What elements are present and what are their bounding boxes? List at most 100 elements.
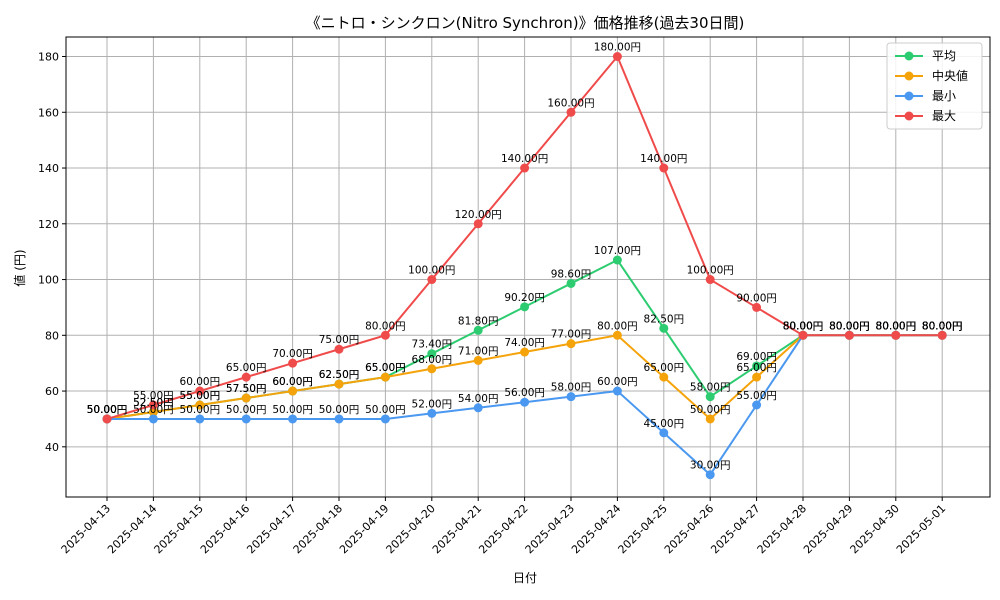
data-point-2: [473, 403, 483, 413]
data-point-3: [566, 107, 576, 117]
data-label-1: 77.00円: [551, 329, 592, 341]
data-label-0: 57.50円: [226, 383, 267, 395]
data-label-1: 62.50円: [319, 369, 360, 381]
data-point-2: [195, 414, 205, 424]
data-point-1: [148, 407, 158, 417]
data-point-0: [612, 255, 622, 265]
data-label-0: 80.00円: [876, 320, 917, 332]
data-label-1: 52.50円: [133, 397, 174, 409]
data-point-1: [705, 414, 715, 424]
data-label-2: 30.00円: [690, 460, 731, 472]
data-point-1: [752, 372, 762, 382]
data-point-2: [241, 414, 251, 424]
data-point-0: [520, 302, 530, 312]
data-label-2: 50.00円: [87, 404, 128, 416]
data-label-0: 80.00円: [922, 320, 963, 332]
data-label-2: 56.00円: [504, 387, 545, 399]
data-label-3: 140.00円: [640, 153, 687, 165]
data-label-1: 65.00円: [736, 362, 777, 374]
data-label-1: 60.00円: [272, 376, 313, 388]
data-label-1: 80.00円: [922, 320, 963, 332]
data-point-0: [427, 349, 437, 359]
data-point-3: [334, 344, 344, 354]
series-layer: [102, 52, 947, 480]
data-label-2: 52.00円: [412, 398, 453, 410]
data-label-0: 69.00円: [736, 351, 777, 363]
data-point-2: [566, 392, 576, 402]
data-label-1: 65.00円: [365, 362, 406, 374]
data-point-3: [102, 414, 112, 424]
data-label-0: 73.40円: [412, 339, 453, 351]
data-label-0: 107.00円: [594, 245, 641, 257]
data-label-2: 50.00円: [319, 404, 360, 416]
data-point-3: [752, 302, 762, 312]
data-label-0: 80.00円: [783, 320, 824, 332]
data-label-3: 140.00円: [501, 153, 548, 165]
data-point-2: [380, 414, 390, 424]
data-label-0: 90.20円: [504, 292, 545, 304]
data-point-1: [566, 339, 576, 349]
data-label-0: 58.00円: [690, 382, 731, 394]
data-label-1: 71.00円: [458, 345, 499, 357]
data-point-3: [473, 219, 483, 229]
data-point-3: [844, 330, 854, 340]
data-label-2: 45.00円: [644, 418, 685, 430]
y-tick-label: 120: [38, 218, 59, 231]
data-point-1: [380, 372, 390, 382]
data-label-0: 80.00円: [829, 320, 870, 332]
data-label-3: 160.00円: [547, 97, 594, 109]
data-label-2: 58.00円: [551, 382, 592, 394]
data-point-2: [520, 397, 530, 407]
data-point-2: [427, 408, 437, 418]
plot-frame: [65, 36, 991, 498]
y-tick-label: 100: [38, 274, 59, 287]
data-label-2: 50.00円: [180, 404, 221, 416]
data-point-1: [427, 364, 437, 374]
data-label-2: 50.00円: [226, 404, 267, 416]
data-point-3: [659, 163, 669, 173]
legend-swatch-marker: [904, 51, 914, 61]
data-point-1: [473, 355, 483, 365]
x-tick-label: 2025-05-01: [894, 502, 948, 556]
data-label-1: 50.00円: [690, 404, 731, 416]
data-label-1: 80.00円: [597, 320, 638, 332]
data-label-3: 75.00円: [319, 334, 360, 346]
data-label-2: 80.00円: [783, 320, 824, 332]
data-point-2: [659, 428, 669, 438]
y-tick-label: 160: [38, 106, 59, 119]
y-tick-label: 80: [45, 329, 59, 342]
chart-title: 《ニトロ・シンクロン(Nitro Synchron)》価格推移(過去30日間): [306, 14, 745, 32]
data-label-3: 80.00円: [783, 320, 824, 332]
data-point-0: [473, 325, 483, 335]
y-tick-label: 40: [45, 441, 59, 454]
legend-box: [886, 42, 983, 130]
legend-swatch-marker: [904, 71, 914, 81]
data-label-1: 55.00円: [180, 390, 221, 402]
data-label-1: 57.50円: [226, 383, 267, 395]
y-axis-label: 値 (円): [12, 249, 27, 286]
data-point-0: [752, 361, 762, 371]
data-point-0: [566, 278, 576, 288]
data-label-0: 81.80円: [458, 315, 499, 327]
data-label-1: 68.00円: [412, 354, 453, 366]
data-point-3: [195, 386, 205, 396]
data-label-2: 80.00円: [922, 320, 963, 332]
data-label-0: 52.50円: [133, 397, 174, 409]
data-point-1: [241, 393, 251, 403]
data-label-0: 98.60円: [551, 268, 592, 280]
data-label-0: 55.00円: [180, 390, 221, 402]
legend-entry: 中央値: [932, 68, 968, 83]
label-layer: 50.00円 52.50円 55.00円 57.50円 60.00円 62.50円 65.0…: [87, 42, 963, 472]
legend-entry: 最大: [932, 109, 956, 123]
data-point-0: [705, 392, 715, 402]
data-label-3: 60.00円: [180, 376, 221, 388]
data-label-1: 50.00円: [87, 404, 128, 416]
data-label-3: 90.00円: [736, 292, 777, 304]
data-label-3: 80.00円: [829, 320, 870, 332]
data-point-2: [705, 470, 715, 480]
legend-swatch-marker: [904, 111, 914, 121]
data-label-0: 82.50円: [644, 313, 685, 325]
